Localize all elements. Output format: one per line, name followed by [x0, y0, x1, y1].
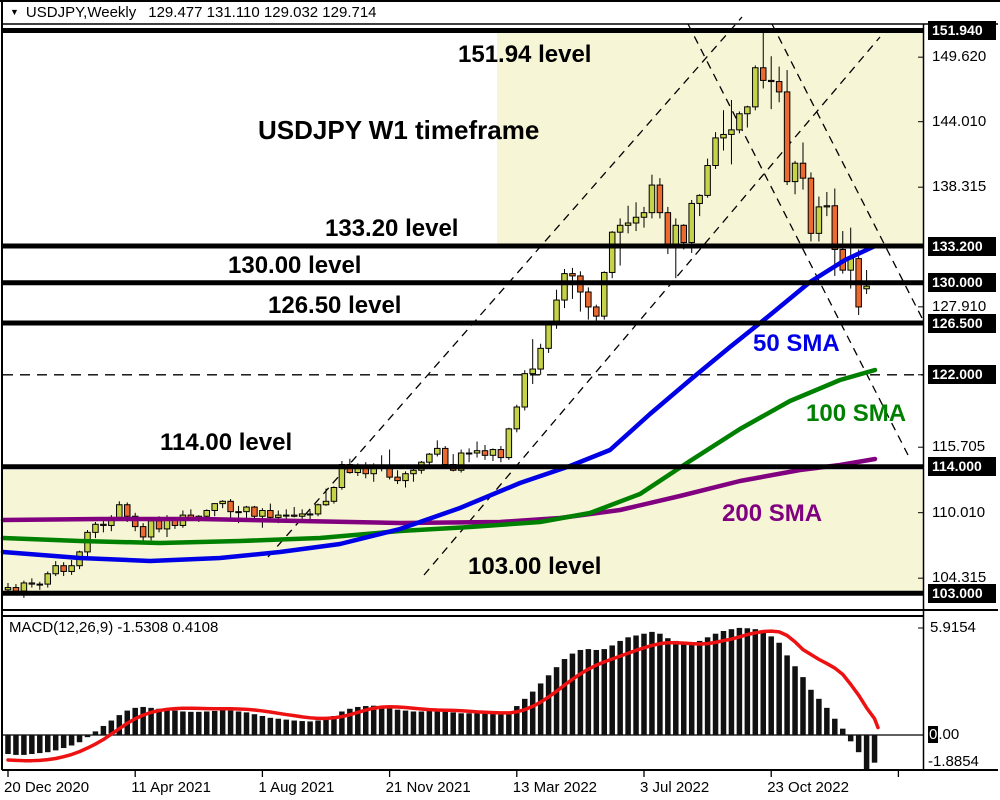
sma-50-line	[0, 243, 878, 564]
chart-title-bar: ▼ USDJPY,Weekly 129.477 131.110 129.032 …	[2, 2, 998, 22]
chart-ohlc-values: 129.477 131.110 129.032 129.714	[148, 3, 377, 21]
macd-panel[interactable]	[3, 627, 923, 770]
sma-100-line	[0, 367, 878, 546]
chart-symbol-timeframe: USDJPY,Weekly	[25, 3, 137, 21]
symbol-dropdown-icon[interactable]: ▼	[10, 6, 19, 17]
support-resistance-lines	[3, 27, 923, 596]
panel-frame	[0, 0, 1000, 777]
